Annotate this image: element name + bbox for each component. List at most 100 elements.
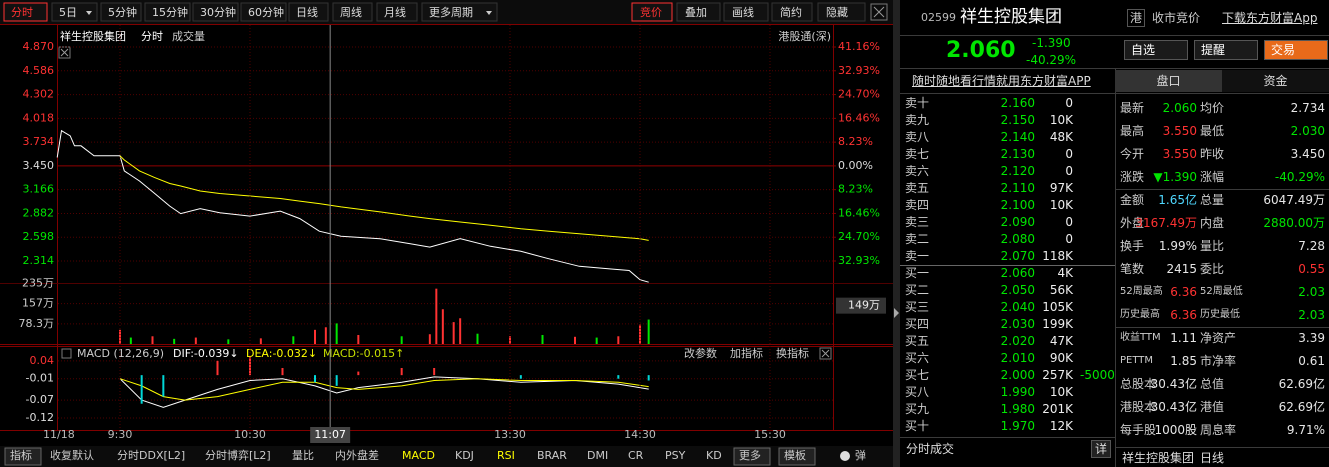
- period-label[interactable]: 30分钟: [200, 5, 236, 19]
- bottom-tab[interactable]: 量比: [292, 449, 314, 462]
- period-button[interactable]: [192, 2, 239, 22]
- period-button[interactable]: [240, 2, 287, 22]
- stat-value: 1.11: [1170, 331, 1197, 345]
- volume-marker-box: [836, 297, 886, 314]
- bottom-tab[interactable]: 分时博弈[L2]: [205, 448, 271, 462]
- tool-label[interactable]: 画线: [732, 5, 754, 19]
- volume-bar: [541, 334, 544, 344]
- expand-icon[interactable]: [870, 3, 888, 21]
- macd-icon[interactable]: [61, 348, 72, 359]
- book-volume: 0: [1065, 215, 1073, 229]
- volume-bar: [119, 329, 121, 344]
- tool-label[interactable]: 隐藏: [826, 6, 848, 19]
- period-label[interactable]: 更多周期: [429, 5, 473, 19]
- y-tick-label: 4.870: [23, 40, 55, 53]
- panel-tab[interactable]: 盘口: [1115, 70, 1222, 92]
- volume-bar: [357, 334, 360, 344]
- y2-tick-label: 16.46%: [838, 111, 880, 124]
- bottom-tab[interactable]: 模板: [784, 448, 806, 462]
- period-button[interactable]: [100, 2, 142, 22]
- book-label: 卖八: [905, 130, 930, 144]
- macd-button[interactable]: 加指标: [730, 346, 763, 360]
- tab-box[interactable]: [4, 447, 42, 466]
- period-button[interactable]: [3, 2, 48, 22]
- bottom-tab[interactable]: 内外盘差: [335, 448, 379, 462]
- book-change: -5000: [1080, 368, 1115, 382]
- tool-button[interactable]: [723, 2, 769, 22]
- tool-label[interactable]: 叠加: [685, 6, 707, 19]
- period-label[interactable]: 周线: [340, 5, 362, 19]
- bottom-tab[interactable]: KD: [706, 449, 722, 462]
- banner-link[interactable]: 随时随地看行情就用东方财富APP: [912, 74, 1091, 88]
- stat-label: 今开: [1120, 147, 1145, 161]
- bottom-tab[interactable]: BRAR: [537, 449, 567, 462]
- bottom-tab[interactable]: RSI: [497, 449, 515, 462]
- bottom-tab[interactable]: 分时DDX[L2]: [117, 449, 185, 462]
- macd-button[interactable]: 换指标: [776, 346, 809, 360]
- stat-label: 均价: [1200, 101, 1225, 115]
- bottom-tab[interactable]: DMI: [587, 449, 608, 462]
- macd-tick-label: -0.12: [26, 411, 54, 424]
- tool-label[interactable]: 竞价: [640, 5, 662, 19]
- bottom-tab[interactable]: 更多: [739, 448, 761, 462]
- period-label[interactable]: 月线: [384, 5, 406, 19]
- book-price: 2.150: [1000, 113, 1035, 127]
- tab-box[interactable]: [733, 447, 771, 466]
- volume-bar: [441, 309, 444, 344]
- book-volume: 48K: [1049, 130, 1073, 144]
- stat-label: 周息率: [1200, 423, 1237, 437]
- stat-value: ▼1.390: [1153, 170, 1197, 184]
- bottom-tab[interactable]: MACD: [402, 449, 435, 462]
- bottom-bar: [0, 446, 893, 467]
- book-price: 2.060: [1000, 266, 1035, 280]
- bottom-tab[interactable]: 弹: [855, 448, 866, 462]
- tool-button[interactable]: [817, 2, 866, 22]
- period-label[interactable]: 5日: [59, 6, 77, 19]
- book-volume: 4K: [1057, 266, 1073, 280]
- trades-detail[interactable]: 详: [1091, 440, 1112, 458]
- tool-label[interactable]: 简约: [780, 5, 802, 19]
- book-label: 卖五: [905, 181, 930, 195]
- tool-button[interactable]: [631, 2, 673, 22]
- period-button[interactable]: [376, 2, 418, 22]
- macd-readout: MACD:-0.015↑: [323, 347, 404, 360]
- stat-label: 市净率: [1200, 354, 1237, 368]
- bottom-tab[interactable]: CR: [628, 449, 644, 462]
- period-label[interactable]: 日线: [296, 5, 318, 19]
- tab-box[interactable]: [778, 447, 816, 466]
- action-button[interactable]: 提醒: [1194, 40, 1258, 60]
- bottom-tab[interactable]: 指标: [10, 448, 32, 462]
- period-label[interactable]: 分时: [11, 6, 33, 19]
- y-tick-label: 3.450: [23, 159, 55, 172]
- period-button[interactable]: [421, 2, 498, 22]
- bottom-tab[interactable]: 收复默认: [50, 448, 94, 462]
- macd-close[interactable]: [819, 347, 832, 360]
- period-button[interactable]: [144, 2, 191, 22]
- macd-button[interactable]: 改参数: [684, 346, 717, 360]
- chart-panel: 分时 5日 5分钟 15分钟 30分钟 60分钟 日线 周线 月线 更多周期 竞价 叠加 画线 简约 隐藏祥…: [0, 0, 893, 467]
- tool-button[interactable]: [771, 2, 813, 22]
- period-button[interactable]: [332, 2, 373, 22]
- price-line: [56, 129, 649, 283]
- stock-name: 祥生控股集团: [60, 29, 126, 43]
- action-button[interactable]: 交易: [1264, 40, 1328, 60]
- bottom-tab[interactable]: KDJ: [455, 449, 474, 462]
- stat-value: 1.65亿: [1158, 193, 1197, 207]
- y-tick-label: 2.598: [23, 230, 55, 243]
- book-volume: 47K: [1049, 334, 1073, 348]
- tool-button[interactable]: [676, 2, 721, 22]
- download-link[interactable]: 下载东方财富App: [1222, 11, 1318, 25]
- period-button[interactable]: [288, 2, 329, 22]
- volume-bar: [452, 322, 455, 344]
- action-button[interactable]: 自选: [1124, 40, 1188, 60]
- period-label[interactable]: 5分钟: [108, 5, 137, 19]
- stat-value: 1.85: [1170, 354, 1197, 368]
- bottom-tab[interactable]: PSY: [665, 449, 686, 462]
- splitter[interactable]: [893, 0, 900, 467]
- period-label[interactable]: 60分钟: [248, 5, 284, 19]
- panel-tab[interactable]: 资金: [1222, 70, 1329, 92]
- period-label[interactable]: 15分钟: [152, 5, 188, 19]
- book-label: 买九: [905, 402, 930, 416]
- period-button[interactable]: [51, 2, 98, 22]
- volume-tick-label: 235万: [22, 277, 54, 290]
